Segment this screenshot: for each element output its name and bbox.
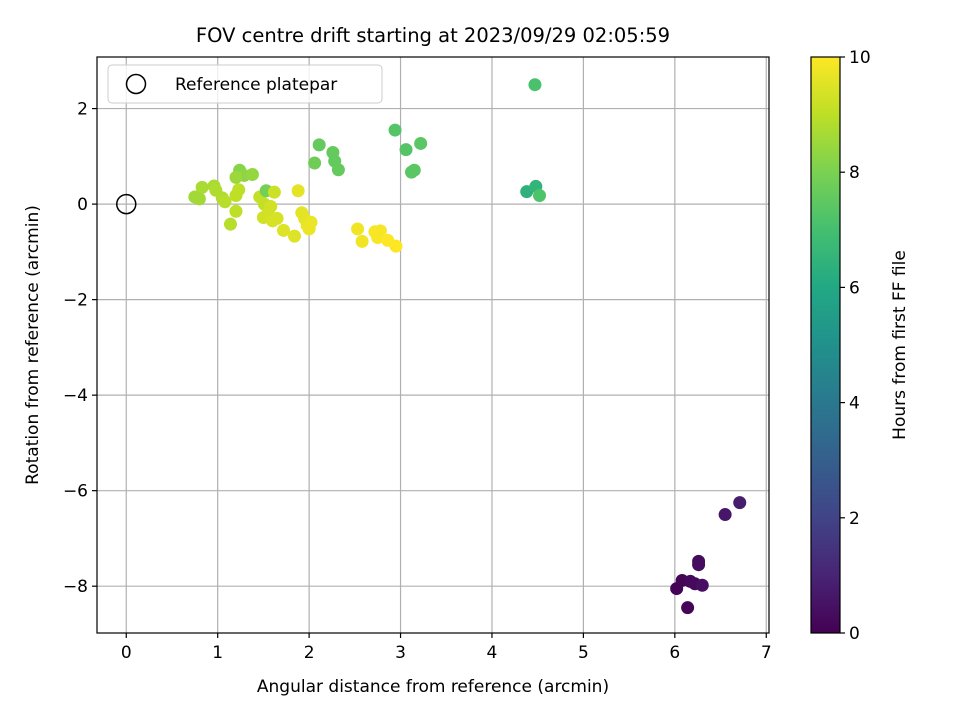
y-tick-label: −4: [63, 386, 88, 406]
data-point: [388, 123, 402, 137]
colorbar-tick-label: 2: [849, 509, 860, 529]
data-point: [533, 189, 547, 203]
colorbar-tick-label: 10: [849, 48, 871, 68]
data-point: [218, 195, 232, 209]
data-point: [195, 180, 209, 194]
colorbar-label: Hours from first FF file: [890, 250, 910, 440]
y-tick-label: −6: [63, 482, 88, 502]
data-point: [681, 601, 695, 615]
data-point: [229, 170, 243, 184]
data-point: [287, 229, 301, 243]
y-tick-label: −8: [63, 577, 88, 597]
legend-entry-reference-platepar: Reference platepar: [175, 75, 337, 95]
data-point: [373, 224, 387, 238]
data-point: [355, 234, 369, 248]
x-axis-label: Angular distance from reference (arcmin): [257, 677, 609, 697]
colorbar-tick-label: 0: [849, 624, 860, 644]
legend-marker: [125, 73, 147, 95]
colorbar-tick-label: 4: [849, 394, 860, 414]
data-point: [351, 222, 365, 236]
legend-box: [107, 64, 383, 104]
y-tick-label: 2: [77, 100, 88, 120]
x-tick-label: 3: [395, 643, 406, 663]
data-point: [304, 215, 318, 229]
colorbar-tick-label: 6: [849, 278, 860, 298]
data-point: [308, 156, 322, 170]
data-point: [192, 192, 206, 206]
colorbar-ticks: 0 2 4 6 8 10: [840, 48, 871, 644]
data-point: [695, 578, 709, 592]
x-tick-label: 1: [212, 643, 223, 663]
y-axis-label: Rotation from reference (arcmin): [23, 205, 43, 485]
data-point: [331, 163, 345, 177]
data-point: [223, 217, 237, 231]
x-tick-label: 6: [669, 643, 680, 663]
data-points: [116, 78, 747, 615]
chart-title: FOV centre drift starting at 2023/09/29 …: [196, 24, 670, 47]
x-tick-label: 4: [487, 643, 498, 663]
y-axis-ticks: −8 −6 −4 −2 0 2: [63, 100, 97, 597]
plot-frame: [96, 56, 770, 634]
data-point: [414, 136, 428, 150]
y-tick-label: 0: [77, 195, 88, 215]
x-tick-label: 0: [121, 643, 132, 663]
data-point: [733, 496, 747, 510]
colorbar-tick-label: 8: [849, 163, 860, 183]
data-point: [277, 223, 291, 237]
x-tick-label: 5: [578, 643, 589, 663]
x-tick-label: 7: [761, 643, 772, 663]
data-point: [312, 138, 326, 152]
x-tick-label: 2: [304, 643, 315, 663]
data-point: [528, 78, 542, 92]
legend: Reference platepar: [107, 64, 383, 104]
data-point: [270, 211, 284, 225]
x-axis-ticks: 0 1 2 3 4 5 6 7: [121, 633, 772, 663]
colorbar: 0 2 4 6 8 10 Hours from first FF file: [810, 48, 910, 644]
grid: [97, 57, 769, 633]
data-point: [267, 185, 281, 199]
reference-platepar-marker: [116, 193, 137, 215]
data-point: [229, 189, 243, 203]
data-point: [399, 143, 413, 157]
data-point: [692, 558, 706, 572]
data-point: [389, 239, 403, 253]
data-point: [291, 184, 305, 198]
data-point: [407, 163, 421, 177]
data-point: [245, 167, 259, 181]
data-point: [229, 204, 243, 218]
y-tick-label: −2: [63, 291, 88, 311]
data-point: [718, 508, 732, 522]
colorbar-gradient: [810, 56, 841, 634]
